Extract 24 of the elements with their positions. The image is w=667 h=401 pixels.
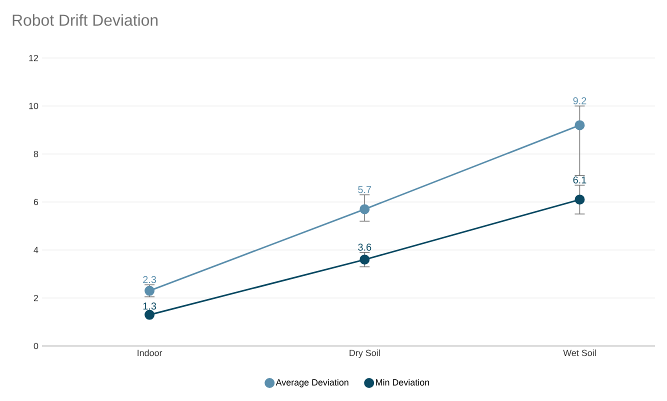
y-tick-label: 6 xyxy=(34,198,38,206)
point xyxy=(574,120,585,130)
data-label: 6.1 xyxy=(573,176,586,184)
data-label: 9.2 xyxy=(573,97,586,104)
legend-label: Average Deviation xyxy=(276,378,348,388)
point xyxy=(144,310,155,320)
x-tick-label: Indoor xyxy=(138,350,162,356)
chart-title: Robot Drift Deviation xyxy=(12,14,158,26)
y-tick-label: 2 xyxy=(34,294,38,302)
data-label: 3.6 xyxy=(358,244,372,251)
x-tick-label: Dry Soil xyxy=(350,350,380,358)
y-tick-label: 12 xyxy=(29,54,38,62)
y-tick-label: 0 xyxy=(34,342,38,350)
data-label: 5.7 xyxy=(358,186,372,194)
point xyxy=(360,254,370,265)
data-label: 1.3 xyxy=(143,302,156,310)
point xyxy=(574,194,585,205)
y-tick-label: 8 xyxy=(34,150,38,158)
y-tick-label: 10 xyxy=(29,102,38,110)
x-tick-label: Wet Soil xyxy=(563,350,596,356)
y-tick-label: 4 xyxy=(34,246,38,254)
data-label: 2.3 xyxy=(143,276,156,284)
point xyxy=(360,204,370,214)
legend-label: Min Deviation xyxy=(376,378,430,386)
